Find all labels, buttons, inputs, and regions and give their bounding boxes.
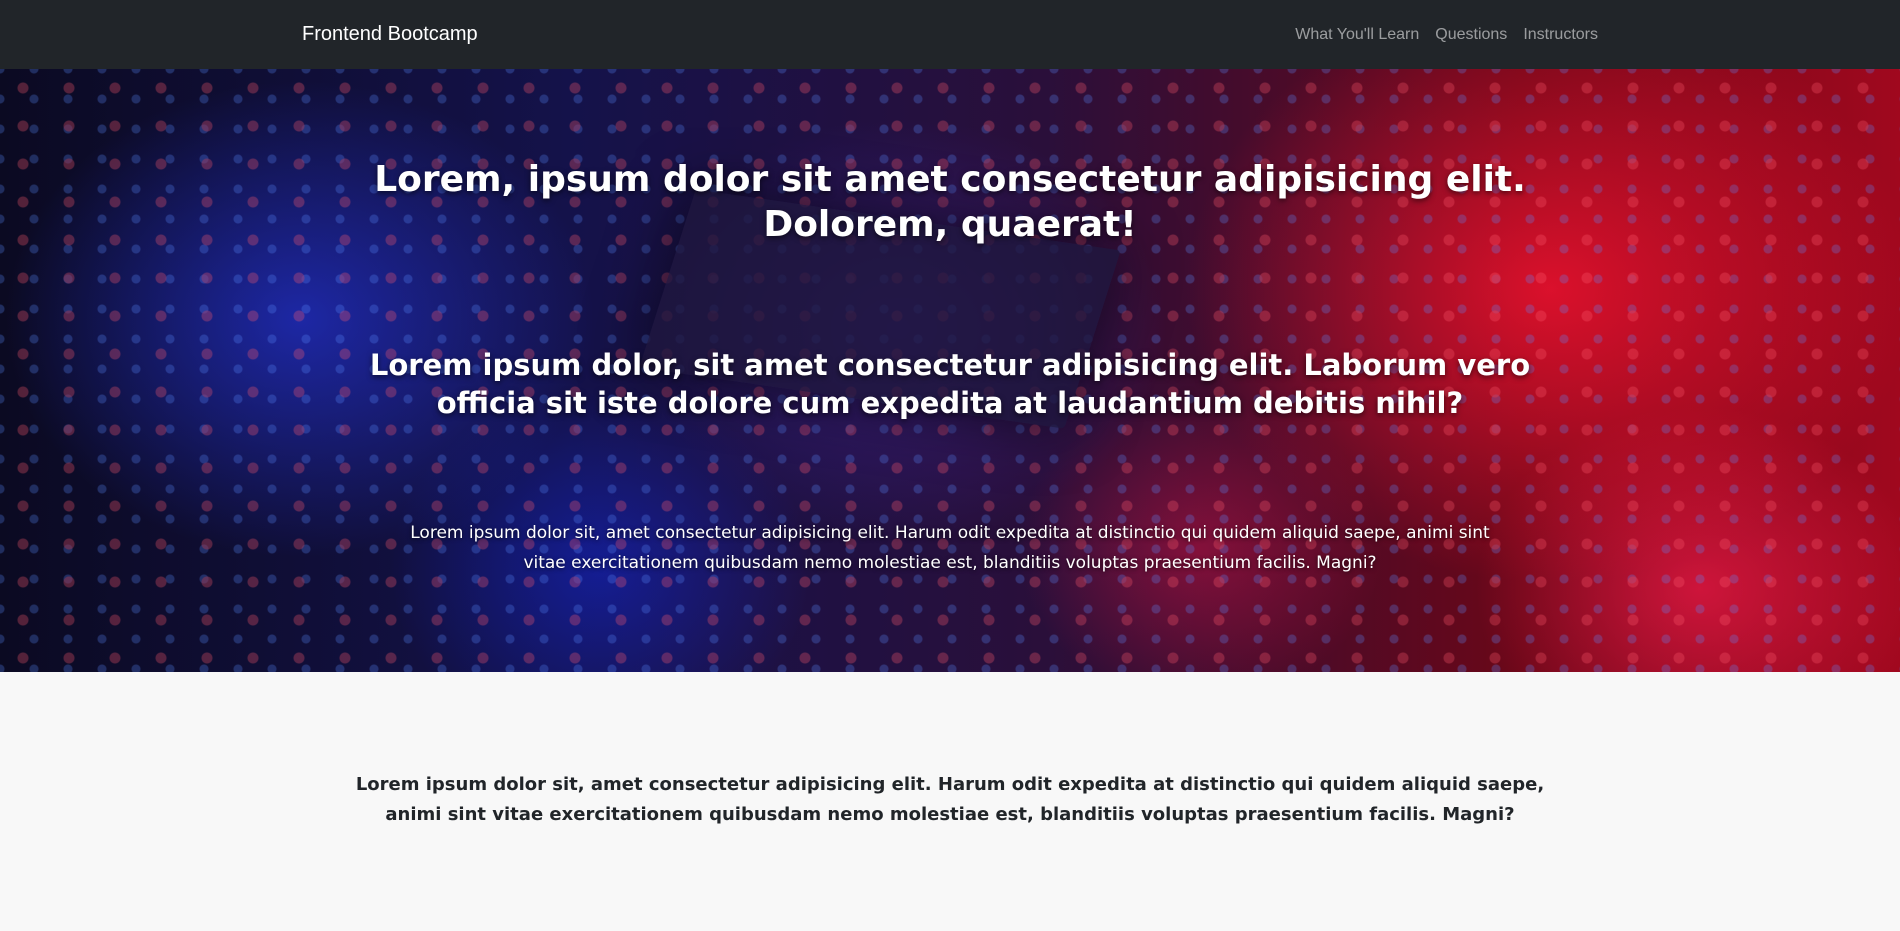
hero-content: Lorem, ipsum dolor sit amet consectetur …	[0, 69, 1900, 672]
nav-links: What You'll Learn Questions Instructors	[1295, 26, 1598, 44]
nav-link-questions[interactable]: Questions	[1435, 25, 1508, 43]
content-section: Lorem ipsum dolor sit, amet consectetur …	[0, 672, 1900, 931]
hero-section: Lorem, ipsum dolor sit amet consectetur …	[0, 69, 1900, 672]
section-text: Lorem ipsum dolor sit, amet consectetur …	[355, 774, 1545, 825]
hero-title: Lorem, ipsum dolor sit amet consectetur …	[374, 159, 1526, 245]
nav-link-instructors[interactable]: Instructors	[1523, 25, 1598, 43]
hero-subtitle: Lorem ipsum dolor, sit amet consectetur …	[369, 348, 1531, 420]
navbar-container: Frontend Bootcamp What You'll Learn Ques…	[290, 0, 1610, 69]
brand-link[interactable]: Frontend Bootcamp	[302, 23, 478, 45]
nav-link-what-youll-learn[interactable]: What You'll Learn	[1295, 25, 1420, 43]
navbar: Frontend Bootcamp What You'll Learn Ques…	[0, 0, 1900, 69]
hero-text: Lorem ipsum dolor sit, amet consectetur …	[410, 523, 1490, 573]
